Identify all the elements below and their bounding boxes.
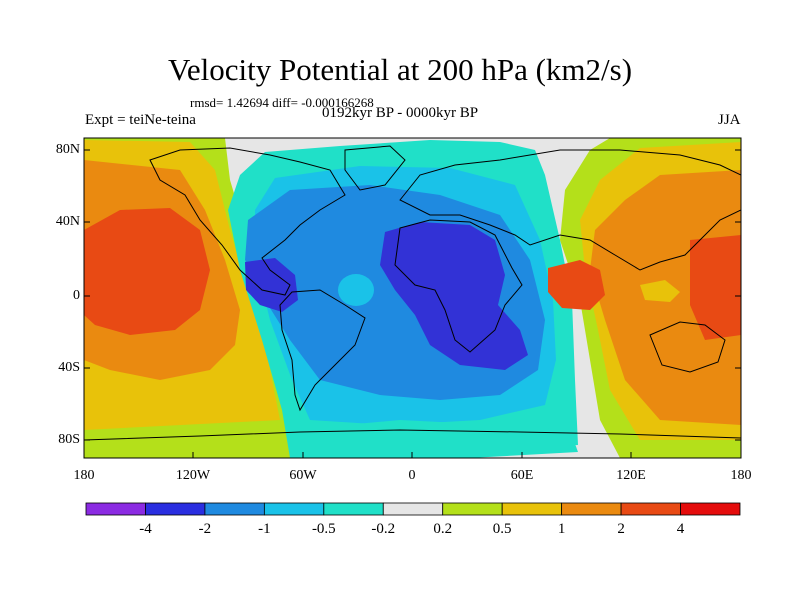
- colorbar-swatch: [85, 502, 146, 516]
- colorbar-swatch: [620, 502, 681, 516]
- lat-tick-80s: 80S: [58, 432, 80, 447]
- colorbar-label: -0.5: [311, 521, 336, 537]
- colorbar-label: 0.2: [433, 521, 453, 537]
- plot-title: Velocity Potential at 200 hPa (km2/s): [167, 52, 633, 87]
- colorbar-swatch: [501, 502, 563, 516]
- atlantic-weak-hole: [338, 274, 374, 306]
- colorbar-swatch: [204, 502, 265, 516]
- australia-coast: [649, 321, 726, 373]
- lon-tick-0: 0: [408, 468, 416, 483]
- lat-tick-80n: 80N: [55, 142, 80, 157]
- coastlines: [84, 145, 741, 441]
- north-america-coast: [149, 147, 346, 296]
- greenland-coast: [344, 145, 406, 191]
- colorbar-swatch: [263, 502, 325, 516]
- east-positive-red-2: [690, 235, 741, 340]
- colorbar-swatch: [442, 502, 503, 516]
- central-america-strong-negative: [245, 258, 298, 312]
- colorbar-swatch: [382, 502, 444, 516]
- colorbar-label: 2: [617, 521, 625, 537]
- colorbar-swatch: [680, 502, 741, 516]
- colorbar-swatch: [323, 502, 384, 516]
- south-america-coast: [279, 289, 366, 412]
- contour-field: [84, 138, 741, 458]
- experiment-label: Expt = teiNe-teina: [85, 112, 196, 128]
- colorbar-label: 4: [676, 521, 685, 537]
- lat-tick-40s: 40S: [58, 360, 80, 375]
- colorbar-label: -1: [258, 521, 271, 537]
- season-label: JJA: [718, 112, 741, 128]
- rmsd-diff-stats: rmsd= 1.42694 diff= -0.000166268: [190, 95, 374, 110]
- lon-tick-60e: 60E: [510, 468, 534, 483]
- lon-tick-120e: 120E: [616, 468, 646, 483]
- lon-tick-60w: 60W: [289, 468, 317, 483]
- lon-tick-120w: 120W: [175, 468, 211, 483]
- colorbar-label: -4: [139, 521, 152, 537]
- lon-tick-180-east: 180: [730, 468, 752, 483]
- colorbar-label: 1: [557, 521, 566, 537]
- colorbar-label: 0.5: [492, 521, 512, 537]
- colorbar-label: -2: [198, 521, 212, 537]
- maritime-yellow-patch: [640, 280, 680, 302]
- antarctica-coast: [84, 429, 741, 441]
- axis-ticks: [83, 149, 742, 458]
- colorbar-swatch: [145, 502, 206, 516]
- africa-coast: [394, 219, 523, 353]
- period-label: 0192kyr BP - 0000kyr BP: [322, 105, 479, 121]
- colorbar-swatch: [561, 502, 622, 516]
- east-positive-red: [548, 260, 605, 310]
- west-positive-red: [84, 208, 210, 335]
- southern-negative-band: [290, 420, 578, 458]
- eurasia-coast: [399, 149, 741, 271]
- lon-tick-180-west: 180: [73, 468, 95, 483]
- lat-tick-40n: 40N: [55, 214, 80, 229]
- lat-tick-0: 0: [73, 288, 80, 303]
- colorbar-label: -0.2: [371, 521, 396, 537]
- colorbar: [85, 502, 741, 516]
